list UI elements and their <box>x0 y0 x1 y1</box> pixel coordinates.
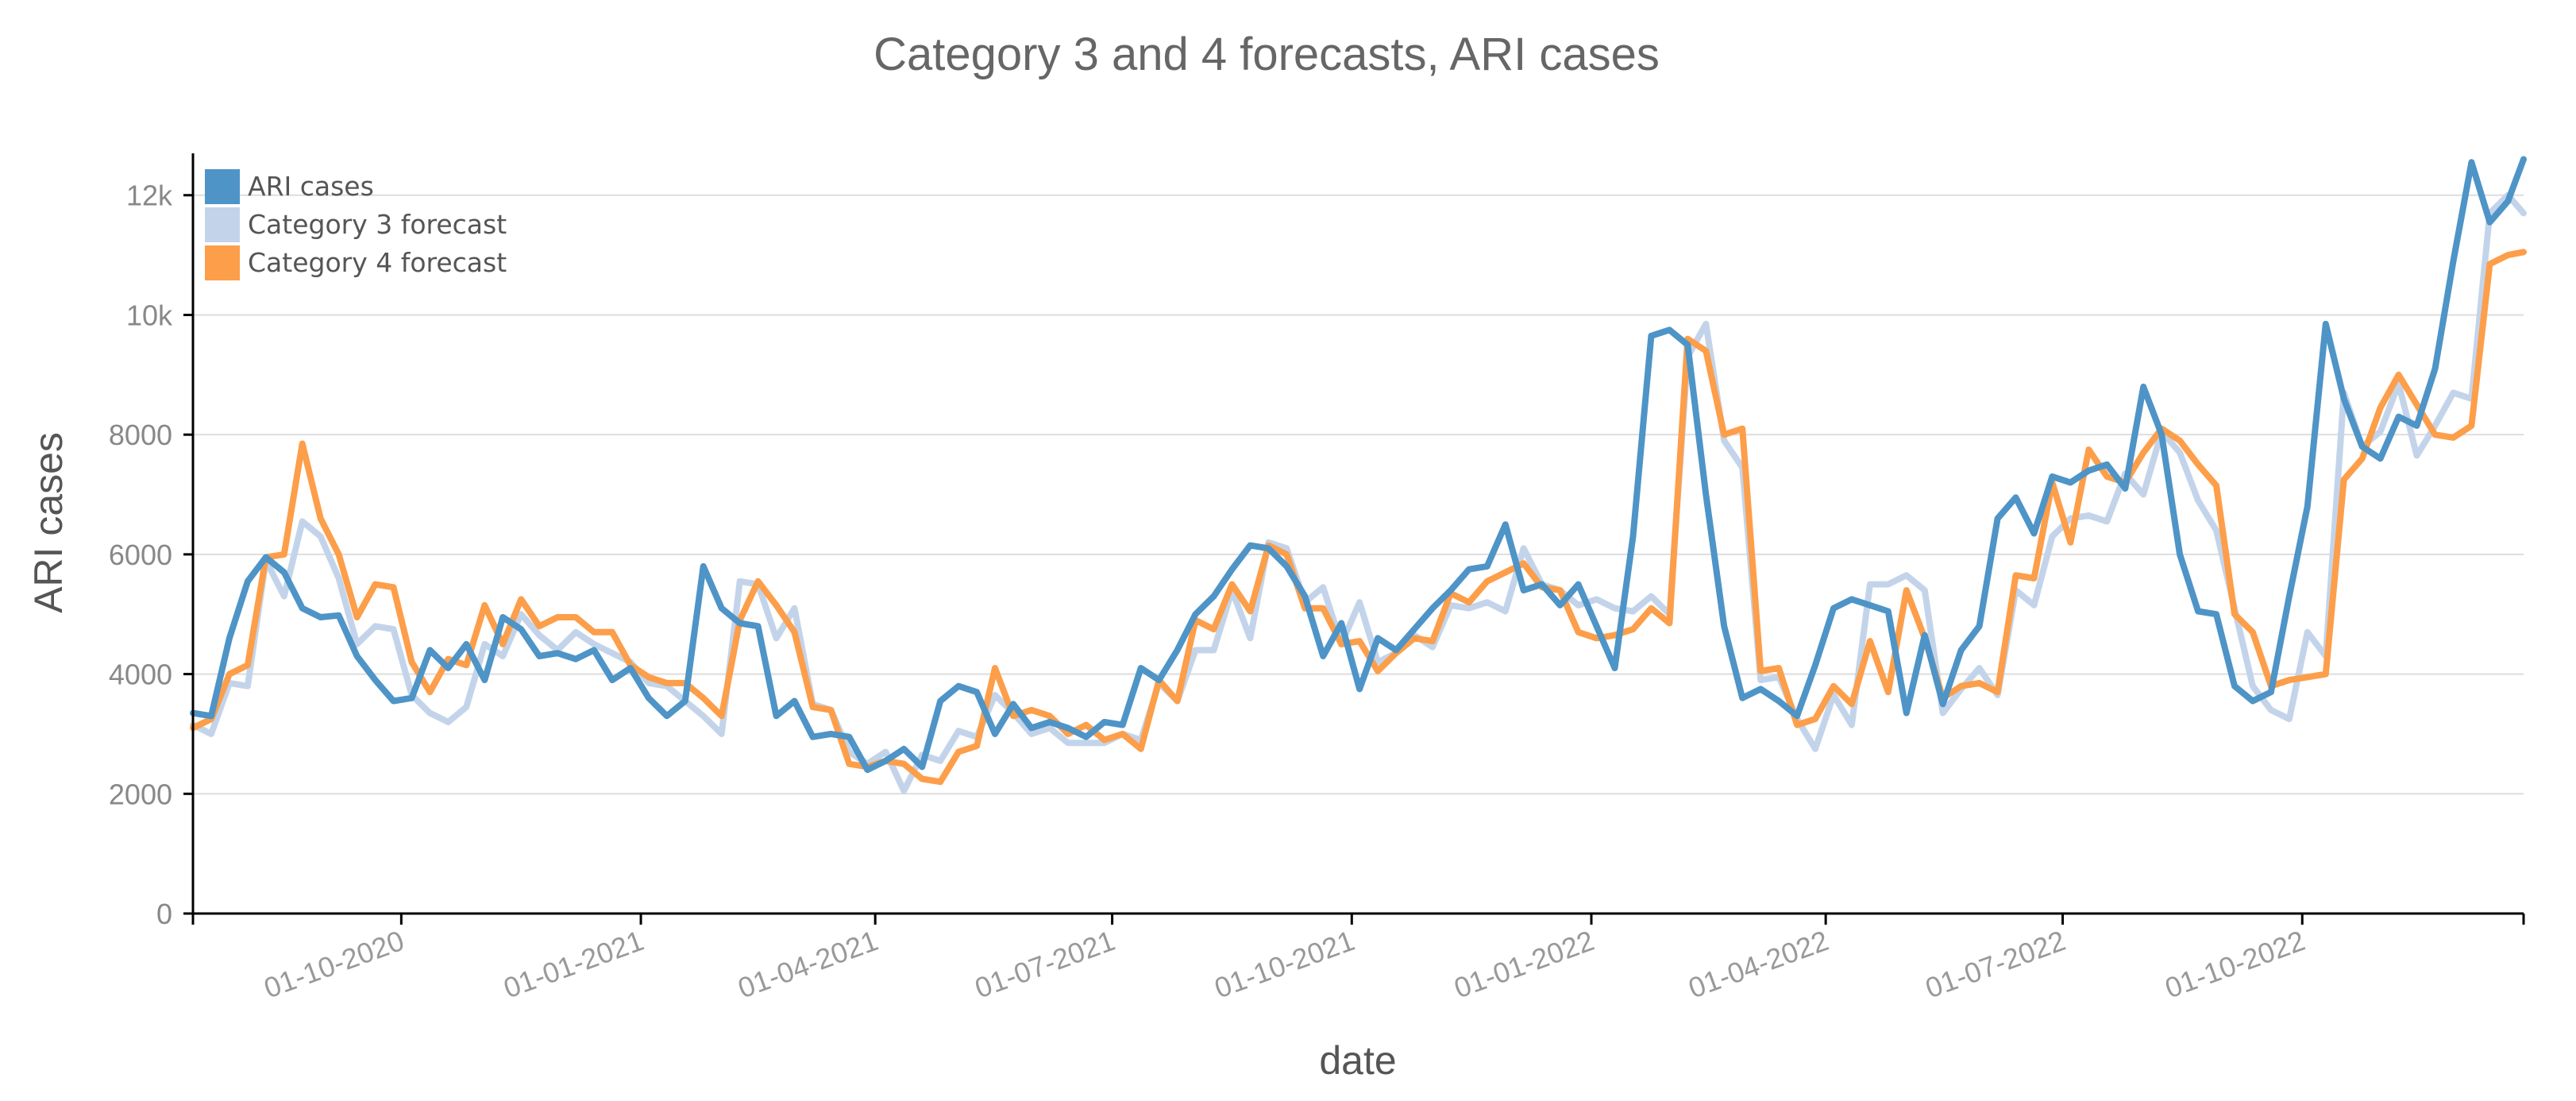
y-axis-title: ARI cases <box>26 432 71 613</box>
y-tick-label: 4000 <box>109 659 172 691</box>
x-tick-label: 01-01-2021 <box>499 924 648 1005</box>
legend-label: ARI cases <box>248 171 374 202</box>
category-3-forecast-line <box>190 191 2527 794</box>
y-tick-label: 6000 <box>109 539 172 571</box>
legend-swatch <box>205 245 240 280</box>
x-tick-label: 01-10-2021 <box>1210 924 1359 1005</box>
x-tick-label: 01-01-2022 <box>1450 924 1598 1005</box>
y-tick-label: 0 <box>156 898 172 930</box>
x-axis-title: date <box>1319 1038 1396 1083</box>
x-tick-label: 01-07-2022 <box>1921 924 2069 1005</box>
series-lines <box>190 156 2527 794</box>
legend-item-category-3-forecast: Category 3 forecast <box>205 207 507 242</box>
chart-title: Category 3 and 4 forecasts, ARI cases <box>873 29 1660 80</box>
y-tick-labels: 0 2000 4000 6000 8000 10k 12k <box>109 180 193 930</box>
legend-swatch <box>205 169 240 204</box>
legend: ARI cases Category 3 forecast Category 4 f… <box>205 169 507 280</box>
x-tick-label: 01-10-2020 <box>260 924 408 1005</box>
legend-label: Category 3 forecast <box>248 209 507 240</box>
legend-item-ari-cases: ARI cases <box>205 169 374 204</box>
grid-lines <box>193 194 2524 795</box>
y-tick-label: 2000 <box>109 778 172 810</box>
x-tick-label: 01-10-2022 <box>2161 924 2309 1005</box>
axes <box>191 153 2524 915</box>
y-tick-label: 12k <box>126 180 173 212</box>
ari-cases-line <box>190 156 2527 774</box>
x-tick-labels: 01-10-2020 01-01-2021 01-04-2021 01-07-2021… <box>191 914 2525 1005</box>
legend-label: Category 4 forecast <box>248 247 507 278</box>
y-tick-label: 10k <box>126 299 173 331</box>
category-4-forecast-line <box>190 249 2527 786</box>
x-tick-label: 01-04-2021 <box>734 924 882 1005</box>
x-tick-label: 01-07-2021 <box>970 924 1119 1005</box>
legend-item-category-4-forecast: Category 4 forecast <box>205 245 507 280</box>
legend-swatch <box>205 207 240 242</box>
y-tick-label: 8000 <box>109 419 172 451</box>
x-tick-label: 01-04-2022 <box>1684 924 1833 1005</box>
